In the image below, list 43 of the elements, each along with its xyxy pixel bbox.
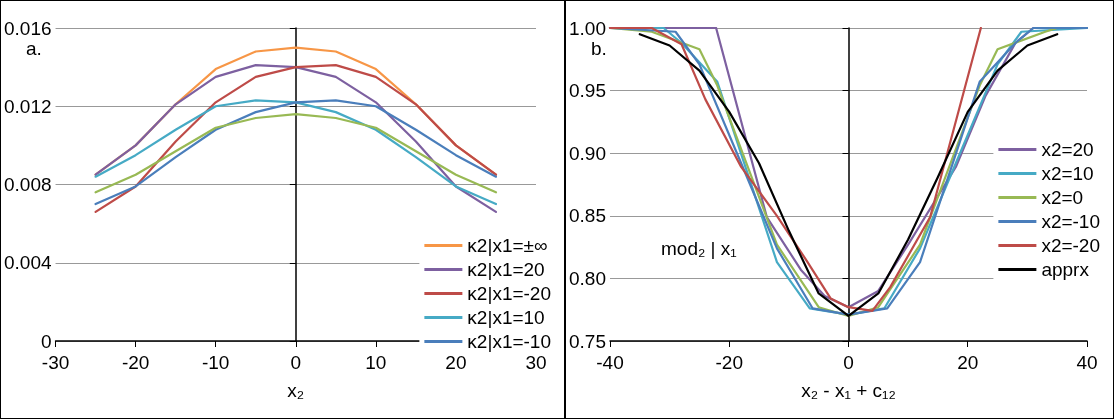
line-series <box>608 26 982 313</box>
x-tick-label: 30 <box>525 352 547 373</box>
text: b. <box>591 38 607 59</box>
y-tick-label: 0 <box>40 330 52 352</box>
x-tick-label: -40 <box>596 352 624 373</box>
x-tick-label: -30 <box>41 352 70 373</box>
line-series <box>94 112 498 194</box>
legend-label: apprx <box>1041 259 1090 280</box>
y-tick-label: 1.00 <box>569 17 606 39</box>
y-tick-label: 0.012 <box>4 95 52 117</box>
y-tick-label: 0.80 <box>569 267 606 289</box>
y-axis-title: mod₂ | x₁ <box>661 238 737 259</box>
legend-label: x2=0 <box>1041 187 1084 208</box>
x-tick-label: 40 <box>1076 352 1098 373</box>
legend-label: x2=-20 <box>1041 235 1100 256</box>
y-tick-label: 0.75 <box>569 330 606 352</box>
legend-label: x2=20 <box>1041 139 1094 160</box>
x-tick-label: -20 <box>121 352 150 373</box>
legend-label: x2=-10 <box>1041 211 1100 232</box>
line-series <box>94 64 498 213</box>
x-tick-label: 20 <box>957 352 979 373</box>
legend-label: κ2|x1=20 <box>467 259 545 280</box>
legend-label: κ2|x1=10 <box>467 307 545 328</box>
y-tick-label: 0.016 <box>4 17 52 39</box>
legend-label: κ2|x1=-20 <box>467 283 552 304</box>
y-tick-label: 0.008 <box>4 174 52 195</box>
x-tick-label: 10 <box>365 352 387 373</box>
x-axis-title: x₂ <box>287 380 305 401</box>
y-tick-label: 0.90 <box>569 142 606 164</box>
x-tick-label: 0 <box>843 352 854 373</box>
legend-label: κ2|x1=±∞ <box>467 235 548 256</box>
y-tick-label: 0.004 <box>4 252 52 274</box>
legend-label: x2=10 <box>1041 163 1094 184</box>
x-tick-label: -20 <box>715 352 743 373</box>
legend-label: κ2|x1=-10 <box>467 331 552 352</box>
text: a. <box>26 38 42 59</box>
y-tick-label: 0.85 <box>569 205 606 227</box>
y-tick-label: 0.95 <box>569 80 606 102</box>
x-axis-title: x₂ - x₁ + c₁₂ <box>801 380 896 401</box>
x-tick-label: 0 <box>290 352 302 373</box>
line-series <box>94 99 498 206</box>
x-tick-label: 20 <box>445 352 467 373</box>
x-tick-label: -10 <box>201 352 230 373</box>
